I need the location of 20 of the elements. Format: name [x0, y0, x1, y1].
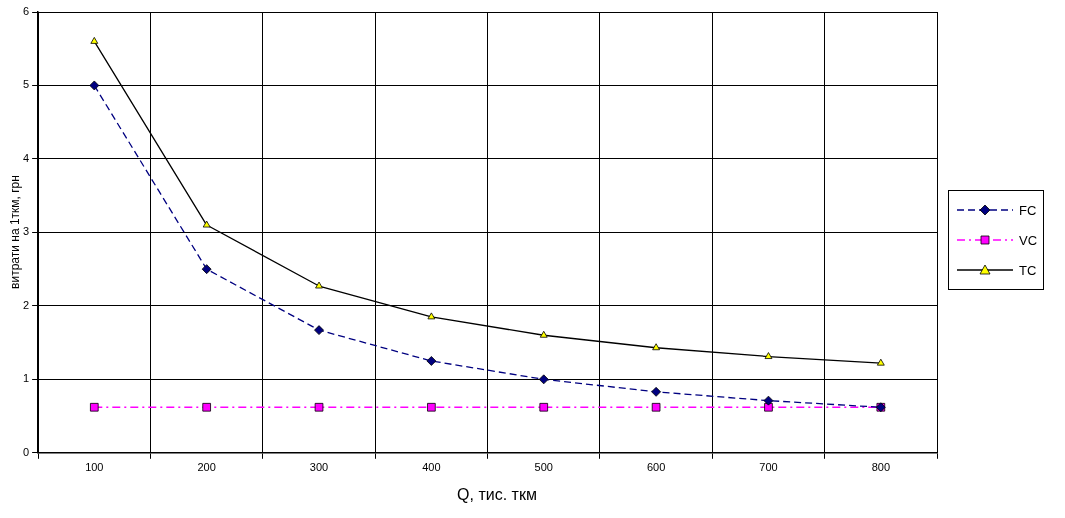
x-tick-label: 300 — [309, 461, 329, 474]
legend-label: TC — [1019, 262, 1037, 278]
x-tick-label: 800 — [871, 461, 890, 474]
legend-label: FC — [1019, 202, 1037, 218]
y-tick-label: 3 — [22, 225, 30, 238]
x-axis-title: Q, тис. ткм — [456, 486, 538, 504]
legend-label: VC — [1019, 232, 1038, 248]
x-tick-label: 600 — [646, 461, 666, 474]
y-tick-label: 4 — [22, 151, 30, 164]
y-axis-title: витрати на 1ткм, грн — [8, 174, 22, 291]
y-tick-label: 1 — [22, 372, 30, 385]
x-tick-label: 100 — [85, 461, 104, 474]
x-tick-label: 400 — [422, 461, 441, 474]
x-tick-label: 700 — [759, 461, 778, 474]
x-tick-label: 500 — [534, 461, 553, 474]
y-tick-label: 5 — [22, 78, 30, 91]
y-tick-label: 0 — [22, 445, 30, 458]
x-tick-label: 200 — [197, 461, 216, 474]
y-tick-label: 6 — [22, 5, 30, 18]
y-tick-label: 2 — [22, 298, 30, 311]
